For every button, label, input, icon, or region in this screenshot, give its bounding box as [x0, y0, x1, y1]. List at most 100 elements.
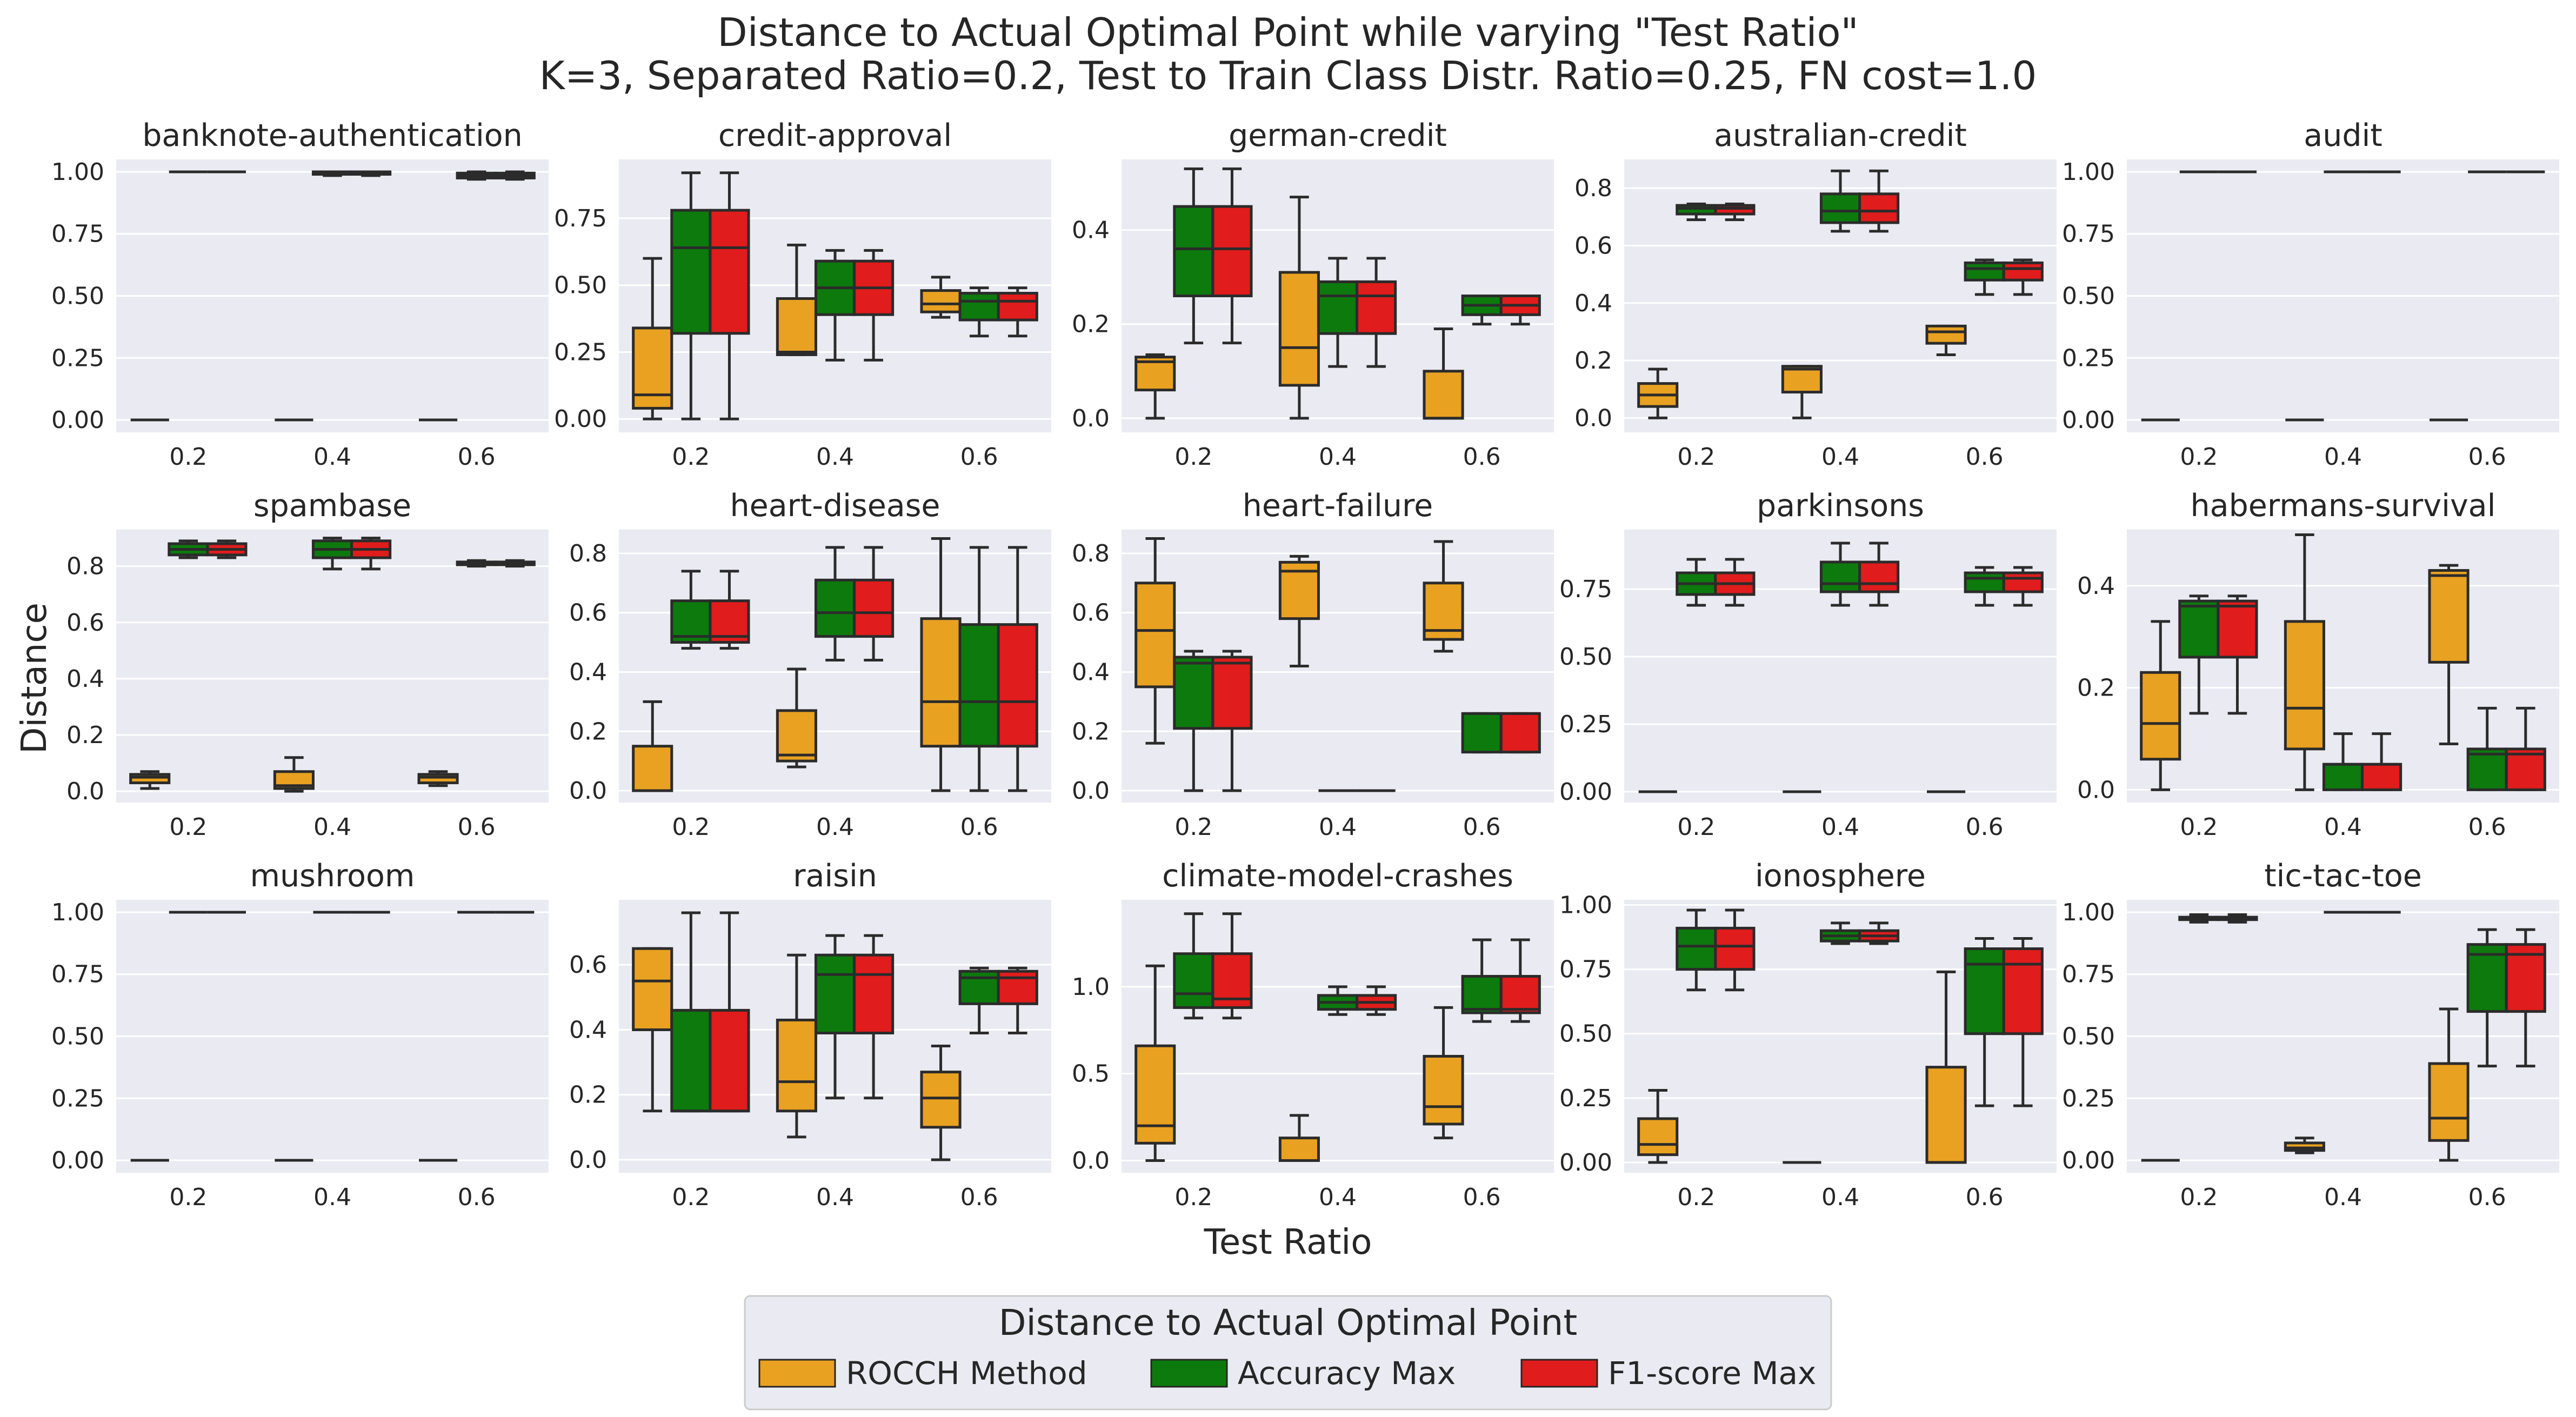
box-body	[1211, 205, 1253, 297]
y-tick-label: 0.0	[1072, 1147, 1110, 1174]
box-rocch	[129, 770, 171, 790]
box-body	[920, 1071, 962, 1129]
box-body	[958, 623, 1000, 748]
y-tick-label: 0.25	[51, 344, 104, 372]
x-tick-label: 0.6	[458, 443, 496, 471]
box-f1	[853, 546, 895, 662]
panel-mushroom: 0.00 0.25 0.50 0.75 1.00 mushroom 0.2 0.4 0.6	[51, 858, 549, 1211]
legend-label-f1: F1-score Max	[1608, 1355, 1816, 1392]
box-f1	[2002, 937, 2044, 1107]
x-tick-label: 0.6	[960, 443, 998, 471]
box-rocch	[1637, 1089, 1679, 1164]
x-tick-label: 0.2	[2180, 813, 2218, 841]
box-accuracy	[1676, 558, 1717, 607]
box-rocch	[776, 243, 817, 356]
box-accuracy	[311, 170, 353, 177]
y-tick-label: 0.25	[2062, 1085, 2115, 1112]
x-tick-label: 0.6	[458, 1184, 496, 1211]
box-f1	[853, 934, 895, 1100]
box-accuracy	[814, 934, 856, 1100]
x-tick-label: 0.6	[1463, 813, 1501, 841]
box-f1	[350, 170, 392, 177]
x-tick-label: 0.2	[672, 1184, 710, 1211]
box-f1	[1714, 202, 1756, 222]
box-body	[670, 1008, 712, 1113]
y-tick-label: 0.00	[1559, 778, 1612, 806]
box-rocch	[1423, 327, 1464, 420]
box-body	[129, 773, 171, 785]
box-body	[1461, 975, 1503, 1014]
y-tick-label: 0.5	[1072, 1060, 1110, 1088]
box-accuracy	[814, 249, 856, 362]
box-body	[776, 709, 817, 763]
y-tick-label: 0.0	[569, 1146, 607, 1174]
panel-title: spambase	[253, 488, 411, 524]
box-accuracy	[2178, 594, 2220, 715]
x-tick-label: 0.4	[313, 443, 351, 471]
box-body	[920, 289, 962, 313]
x-tick-label: 0.4	[1821, 1184, 1859, 1211]
y-tick-label: 0.2	[1072, 311, 1110, 338]
x-tick-label: 0.4	[1319, 813, 1357, 841]
y-tick-label: 1.00	[1559, 892, 1612, 919]
box-body	[2217, 599, 2258, 659]
x-tick-label: 0.2	[1677, 813, 1715, 841]
panel-title: banknote-authentication	[142, 118, 523, 153]
x-tick-label: 0.2	[672, 443, 710, 471]
x-tick-label: 0.6	[1966, 443, 2004, 471]
box-body	[1714, 926, 1756, 971]
box-f1	[997, 286, 1038, 338]
box-rocch	[920, 1045, 962, 1161]
y-tick-label: 0.25	[1559, 711, 1612, 738]
box-accuracy	[1461, 712, 1503, 754]
y-axis-label: Distance	[15, 603, 55, 754]
y-tick-label: 0.6	[66, 609, 104, 637]
box-rocch	[632, 257, 673, 420]
y-tick-label: 0.50	[2062, 1023, 2115, 1051]
box-body	[2284, 620, 2325, 751]
box-body	[1211, 656, 1253, 730]
box-body	[1858, 560, 1900, 593]
box-body	[853, 578, 895, 638]
box-accuracy	[2466, 706, 2508, 791]
y-tick-label: 0.00	[2062, 1147, 2115, 1174]
y-tick-label: 1.00	[51, 158, 104, 186]
panel-title: tic-tac-toe	[2264, 858, 2422, 894]
panel-heart-failure: 0.0 0.2 0.4 0.6 0.8 heart-failure 0.2 0.4 0.6	[1072, 488, 1554, 841]
box-accuracy	[456, 170, 497, 181]
box-rocch	[2284, 533, 2325, 791]
y-tick-label: 1.00	[2062, 158, 2115, 186]
panel-title: credit-approval	[718, 118, 952, 153]
x-tick-label: 0.2	[672, 813, 710, 841]
box-body	[2002, 571, 2044, 593]
x-tick-label: 0.4	[313, 1184, 351, 1211]
y-tick-label: 0.2	[2077, 674, 2115, 702]
box-accuracy	[958, 286, 1000, 338]
panel-title: australian-credit	[1714, 118, 1967, 153]
panel-title: raisin	[793, 858, 877, 894]
box-body	[958, 292, 1000, 322]
panel-title: ionosphere	[1755, 858, 1926, 894]
legend-swatch-accuracy	[1150, 1359, 1228, 1388]
x-tick-label: 0.4	[1319, 1184, 1357, 1211]
y-tick-label: 0.2	[1574, 347, 1612, 375]
box-accuracy	[1173, 650, 1214, 792]
box-body	[1499, 712, 1541, 754]
box-body	[1637, 1117, 1679, 1157]
box-f1	[709, 911, 750, 1113]
box-rocch	[920, 537, 962, 792]
box-body	[1134, 581, 1176, 689]
box-f1	[997, 966, 1038, 1034]
y-tick-label: 0.50	[554, 272, 607, 299]
y-tick-label: 0.00	[51, 406, 104, 434]
legend-label-rocch: ROCCH Method	[846, 1355, 1087, 1392]
box-accuracy	[670, 911, 712, 1113]
y-tick-label: 0.6	[569, 599, 607, 627]
box-f1	[1499, 295, 1541, 326]
box-f1	[997, 546, 1038, 792]
y-tick-label: 0.4	[66, 665, 104, 693]
x-tick-label: 0.4	[2324, 813, 2362, 841]
y-tick-label: 0.50	[1559, 643, 1612, 671]
y-tick-label: 0.2	[569, 718, 607, 745]
